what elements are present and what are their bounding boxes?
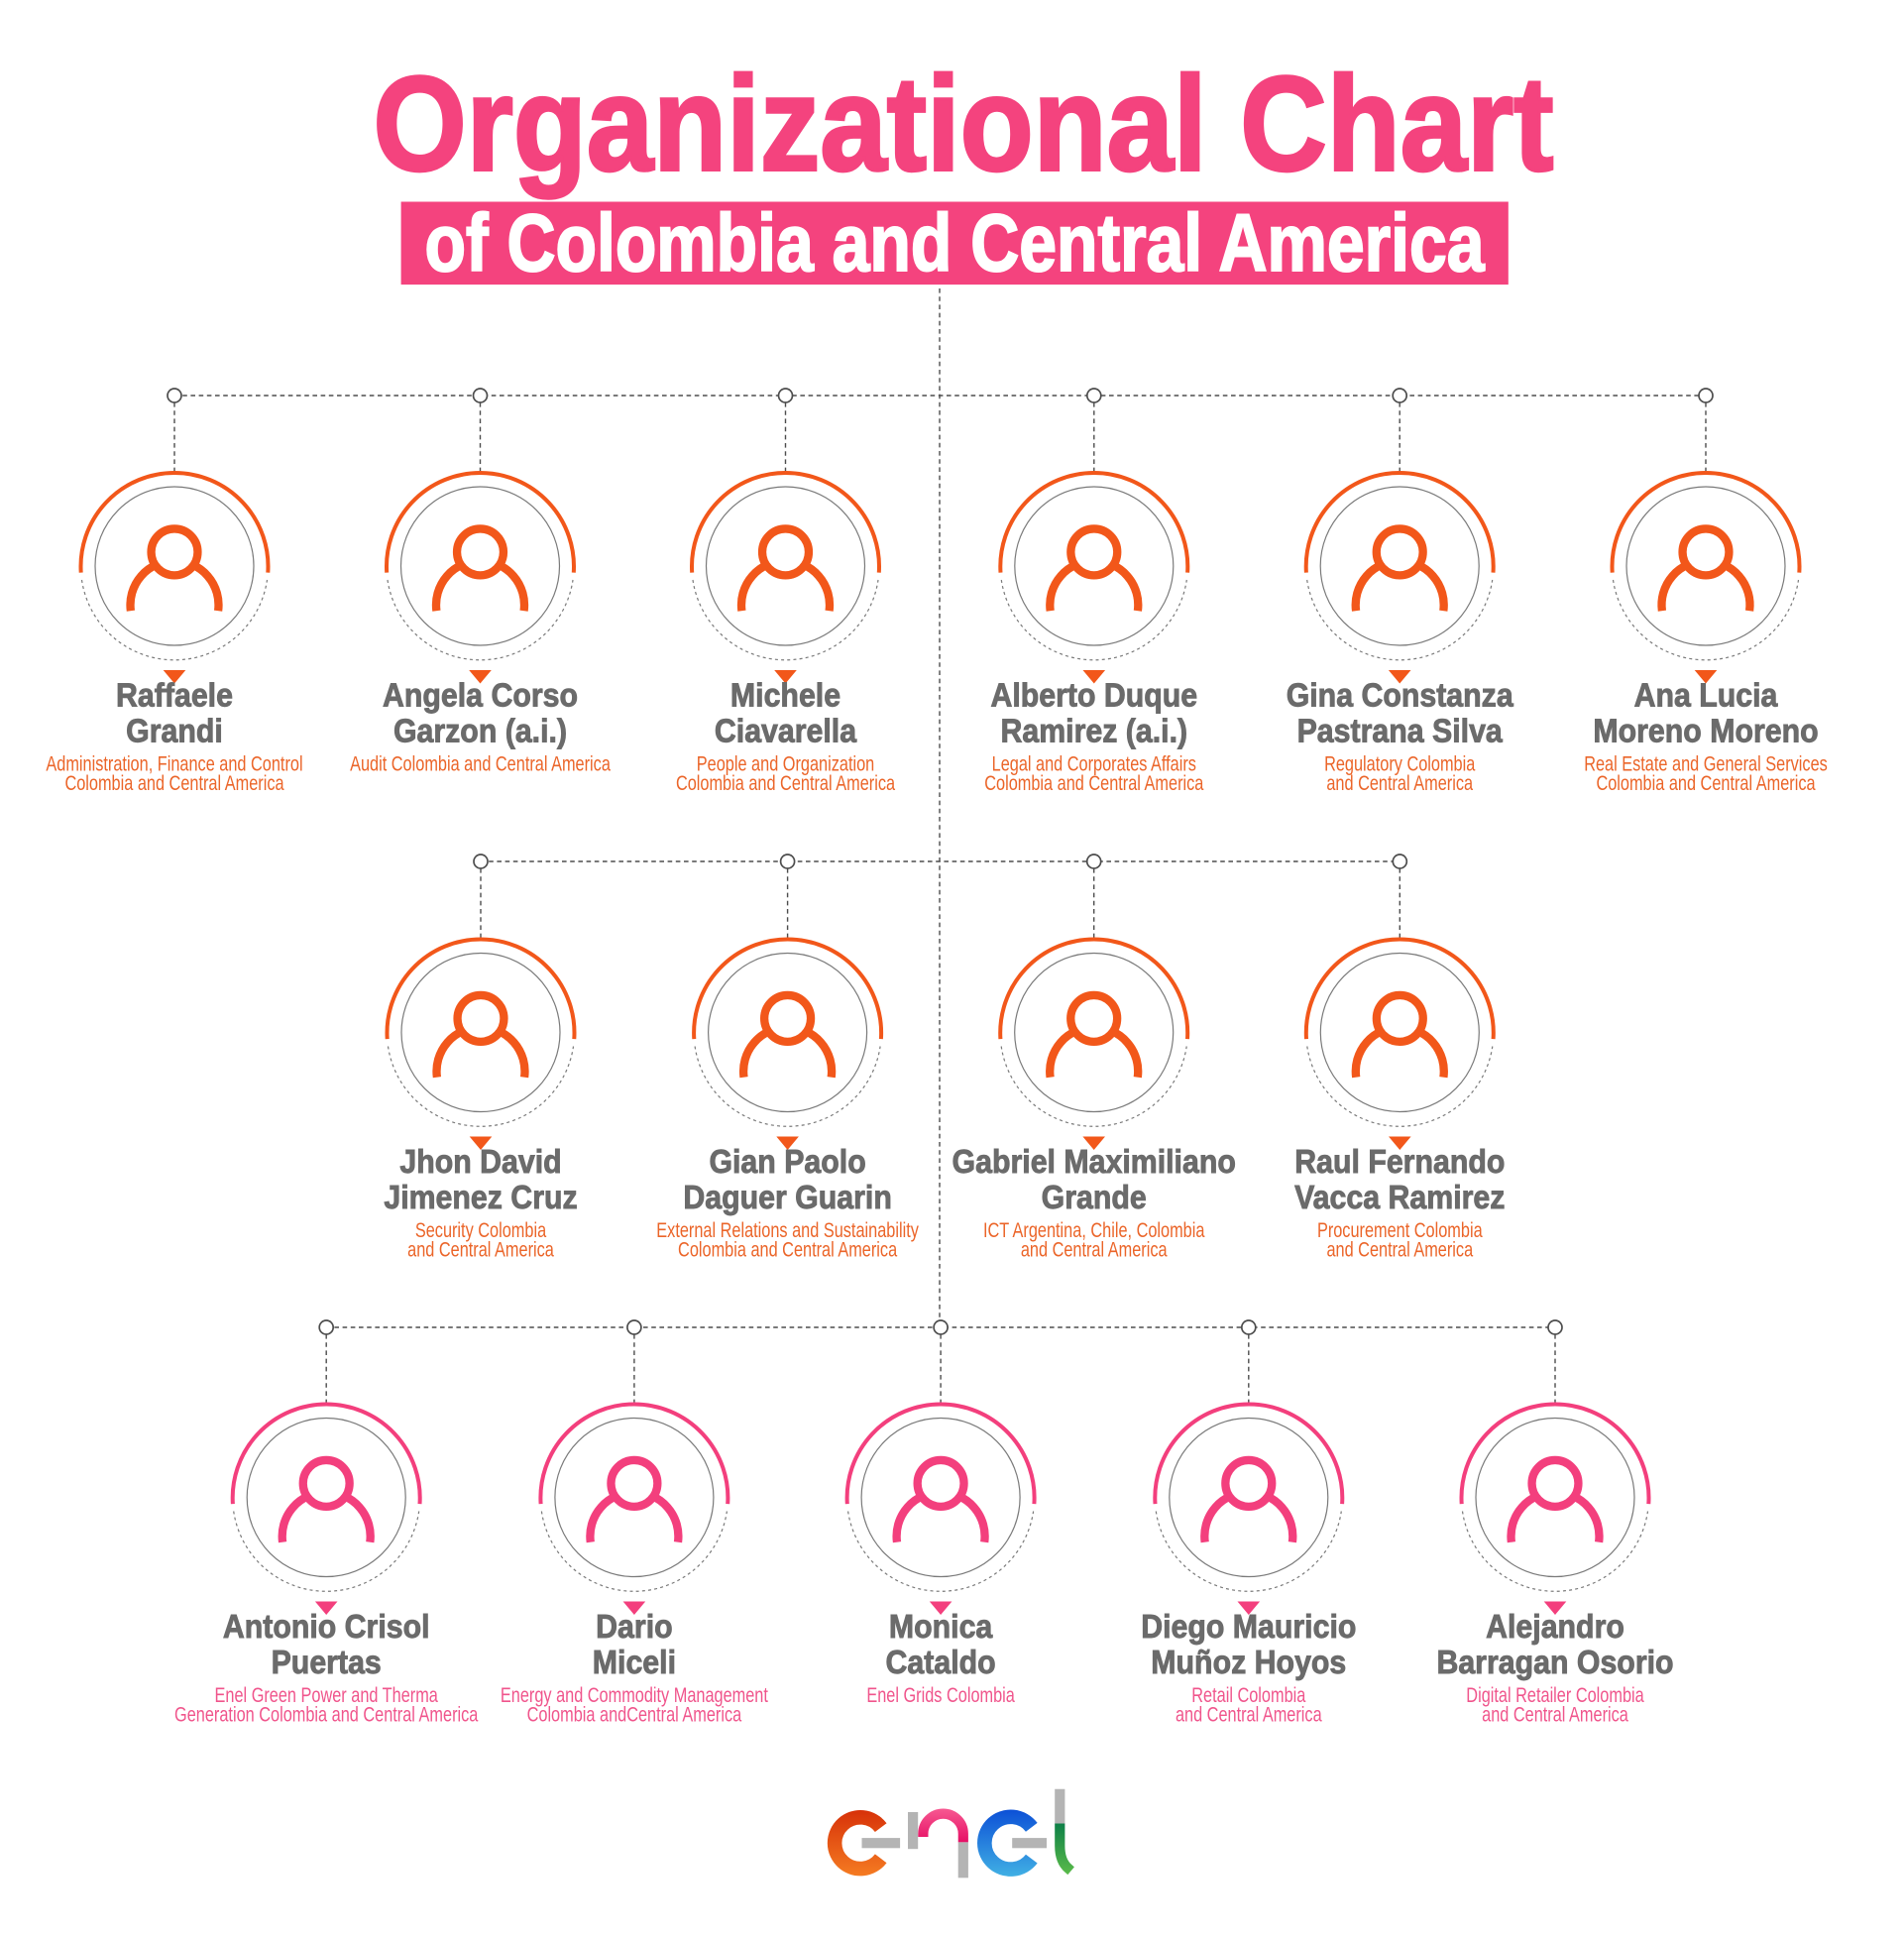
svg-text:and Central America: and Central America [1176,1704,1322,1727]
svg-text:Security Colombia: Security Colombia [415,1219,547,1242]
svg-text:External Relations and Sustain: External Relations and Sustainability [656,1219,919,1242]
svg-text:Legal and Corporates Affairs: Legal and Corporates Affairs [992,753,1196,776]
svg-text:and Central America: and Central America [1482,1704,1628,1727]
svg-text:Muñoz Hoyos: Muñoz Hoyos [1151,1645,1346,1681]
svg-text:Grande: Grande [1042,1180,1147,1216]
svg-text:of Colombia and Central Americ: of Colombia and Central America [425,198,1486,288]
svg-text:Ana Lucia: Ana Lucia [1634,678,1778,715]
svg-text:Ciavarella: Ciavarella [715,714,857,750]
svg-text:Colombia and Central America: Colombia and Central America [676,772,895,795]
svg-text:Colombia and Central America: Colombia and Central America [64,772,283,795]
svg-text:Digital Retailer Colombia: Digital Retailer Colombia [1466,1684,1644,1707]
svg-text:Regulatory Colombia: Regulatory Colombia [1324,753,1475,776]
svg-text:Michele: Michele [730,678,840,715]
svg-text:Garzon (a.i.): Garzon (a.i.) [393,714,567,750]
svg-text:and Central America: and Central America [1326,1239,1473,1262]
svg-text:Moreno Moreno: Moreno Moreno [1593,714,1818,750]
svg-text:Raffaele: Raffaele [116,678,233,715]
svg-text:Monica: Monica [889,1609,993,1646]
svg-text:Dario: Dario [596,1609,673,1646]
svg-text:Jimenez Cruz: Jimenez Cruz [384,1180,577,1216]
svg-text:Retail Colombia: Retail Colombia [1191,1684,1305,1707]
svg-text:Puertas: Puertas [272,1645,382,1681]
svg-text:Enel Grids Colombia: Enel Grids Colombia [866,1684,1015,1707]
svg-text:Barragan Osorio: Barragan Osorio [1436,1645,1673,1681]
svg-text:Grandi: Grandi [126,714,223,750]
svg-text:and Central America: and Central America [1021,1239,1168,1262]
svg-text:Angela Corso: Angela Corso [383,678,578,715]
svg-text:Alejandro: Alejandro [1486,1609,1624,1646]
svg-text:Vacca Ramirez: Vacca Ramirez [1294,1180,1505,1216]
svg-text:Daguer Guarin: Daguer Guarin [683,1180,892,1216]
svg-text:Enel Green Power and Therma: Enel Green Power and Therma [215,1684,439,1707]
svg-text:Real Estate and General Servic: Real Estate and General Services [1584,753,1828,776]
svg-text:Gina Constanza: Gina Constanza [1287,678,1513,715]
svg-text:Raul Fernando: Raul Fernando [1294,1144,1505,1181]
svg-text:Colombia and Central America: Colombia and Central America [1596,772,1815,795]
svg-text:Organizational Chart: Organizational Chart [374,49,1554,199]
svg-text:Procurement Colombia: Procurement Colombia [1317,1219,1483,1242]
svg-text:Audit Colombia and Central Ame: Audit Colombia and Central America [350,753,611,776]
svg-text:Energy and Commodity Managemen: Energy and Commodity Management [501,1684,768,1707]
svg-text:Administration, Finance and Co: Administration, Finance and Control [46,753,302,776]
svg-text:Jhon David: Jhon David [399,1144,561,1181]
svg-text:Colombia and Central America: Colombia and Central America [678,1239,897,1262]
svg-text:Diego Mauricio: Diego Mauricio [1141,1609,1356,1646]
svg-text:Generation Colombia and Centra: Generation Colombia and Central America [174,1704,479,1727]
svg-text:Cataldo: Cataldo [886,1645,996,1681]
svg-text:and Central America: and Central America [407,1239,554,1262]
svg-text:Gian Paolo: Gian Paolo [709,1144,865,1181]
svg-text:Pastrana Silva: Pastrana Silva [1297,714,1504,750]
svg-text:Miceli: Miceli [593,1645,676,1681]
svg-text:Colombia andCentral America: Colombia andCentral America [527,1704,742,1727]
svg-text:Gabriel Maximiliano: Gabriel Maximiliano [952,1144,1236,1181]
svg-text:Colombia and Central America: Colombia and Central America [984,772,1203,795]
svg-text:Antonio Crisol: Antonio Crisol [223,1609,430,1646]
svg-text:Ramirez (a.i.): Ramirez (a.i.) [1001,714,1188,750]
svg-text:and Central America: and Central America [1326,772,1473,795]
svg-text:ICT Argentina, Chile, Colombia: ICT Argentina, Chile, Colombia [983,1219,1205,1242]
svg-text:People and Organization: People and Organization [697,753,875,776]
svg-text:Alberto Duque: Alberto Duque [990,678,1197,715]
